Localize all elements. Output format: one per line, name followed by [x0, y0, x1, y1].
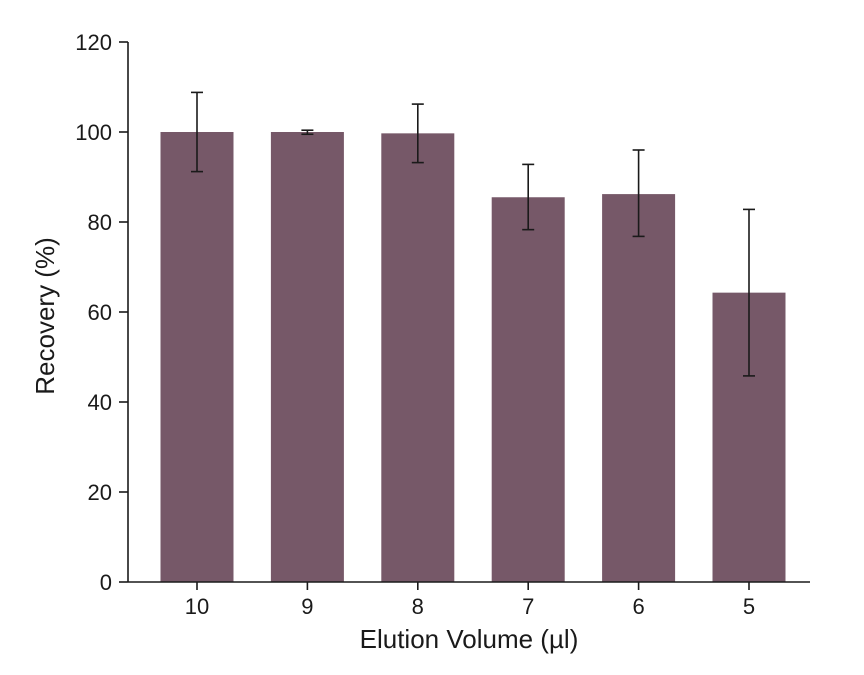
- y-tick-label-80: 80: [88, 210, 112, 235]
- y-tick-label-100: 100: [75, 120, 112, 145]
- x-tick-label-6: 6: [632, 594, 644, 619]
- x-axis-title: Elution Volume (µl): [360, 624, 579, 654]
- y-tick-label-60: 60: [88, 300, 112, 325]
- y-axis-title: Recovery (%): [30, 237, 60, 394]
- bar-9: [270, 132, 344, 582]
- error-bar-10: [191, 91, 203, 173]
- error-bar-7: [522, 163, 535, 231]
- bar-8: [381, 133, 455, 582]
- bar-7: [491, 197, 565, 582]
- error-bar-8: [411, 103, 424, 164]
- x-tick-label-10: 10: [185, 594, 209, 619]
- error-bar-9: [301, 129, 314, 136]
- y-tick-label-120: 120: [75, 30, 112, 55]
- x-tick-label-8: 8: [412, 594, 424, 619]
- y-tick-label-20: 20: [88, 480, 112, 505]
- bar-10: [160, 132, 234, 582]
- bars: [160, 132, 786, 582]
- bar-6: [602, 194, 676, 582]
- y-axis: 0 20 40 60 80 100 120: [75, 30, 129, 595]
- y-tick-label-0: 0: [100, 570, 112, 595]
- x-axis: 10 9 8 7 6 5: [128, 581, 810, 619]
- x-tick-label-5: 5: [743, 594, 755, 619]
- error-bar-5: [743, 208, 755, 377]
- error-bars: [191, 91, 755, 377]
- x-tick-label-7: 7: [522, 594, 534, 619]
- y-tick-label-40: 40: [88, 390, 112, 415]
- error-bar-6: [632, 149, 645, 238]
- x-tick-label-9: 9: [301, 594, 313, 619]
